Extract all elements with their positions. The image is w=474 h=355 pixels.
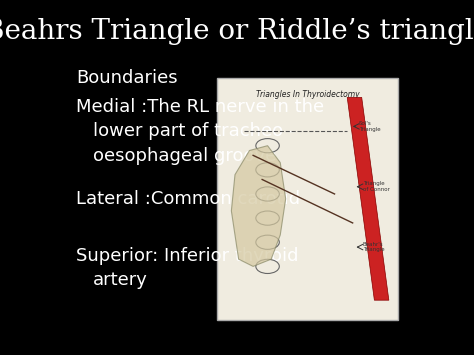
Polygon shape bbox=[231, 146, 286, 266]
FancyBboxPatch shape bbox=[217, 78, 398, 320]
Text: Boundaries: Boundaries bbox=[76, 69, 178, 87]
Text: Beahrs Triangle or Riddle’s triangle: Beahrs Triangle or Riddle’s triangle bbox=[0, 18, 474, 45]
Text: Sol's
Triangle: Sol's Triangle bbox=[359, 121, 381, 132]
Text: Triangle
of Connor: Triangle of Connor bbox=[363, 181, 390, 192]
Text: Beahr's
Triangle: Beahr's Triangle bbox=[363, 242, 384, 252]
Text: Triangles In Thyroidectomy: Triangles In Thyroidectomy bbox=[255, 91, 359, 99]
Text: Medial :The RL nerve in the: Medial :The RL nerve in the bbox=[76, 98, 324, 115]
Text: Lateral :Common carotid: Lateral :Common carotid bbox=[76, 190, 300, 208]
Text: oesophageal groove: oesophageal groove bbox=[93, 147, 276, 165]
Text: lower part of tracheo -: lower part of tracheo - bbox=[93, 122, 295, 140]
Text: Superior: Inferior thyroid: Superior: Inferior thyroid bbox=[76, 247, 299, 264]
Polygon shape bbox=[347, 97, 389, 300]
Text: artery: artery bbox=[93, 272, 148, 289]
